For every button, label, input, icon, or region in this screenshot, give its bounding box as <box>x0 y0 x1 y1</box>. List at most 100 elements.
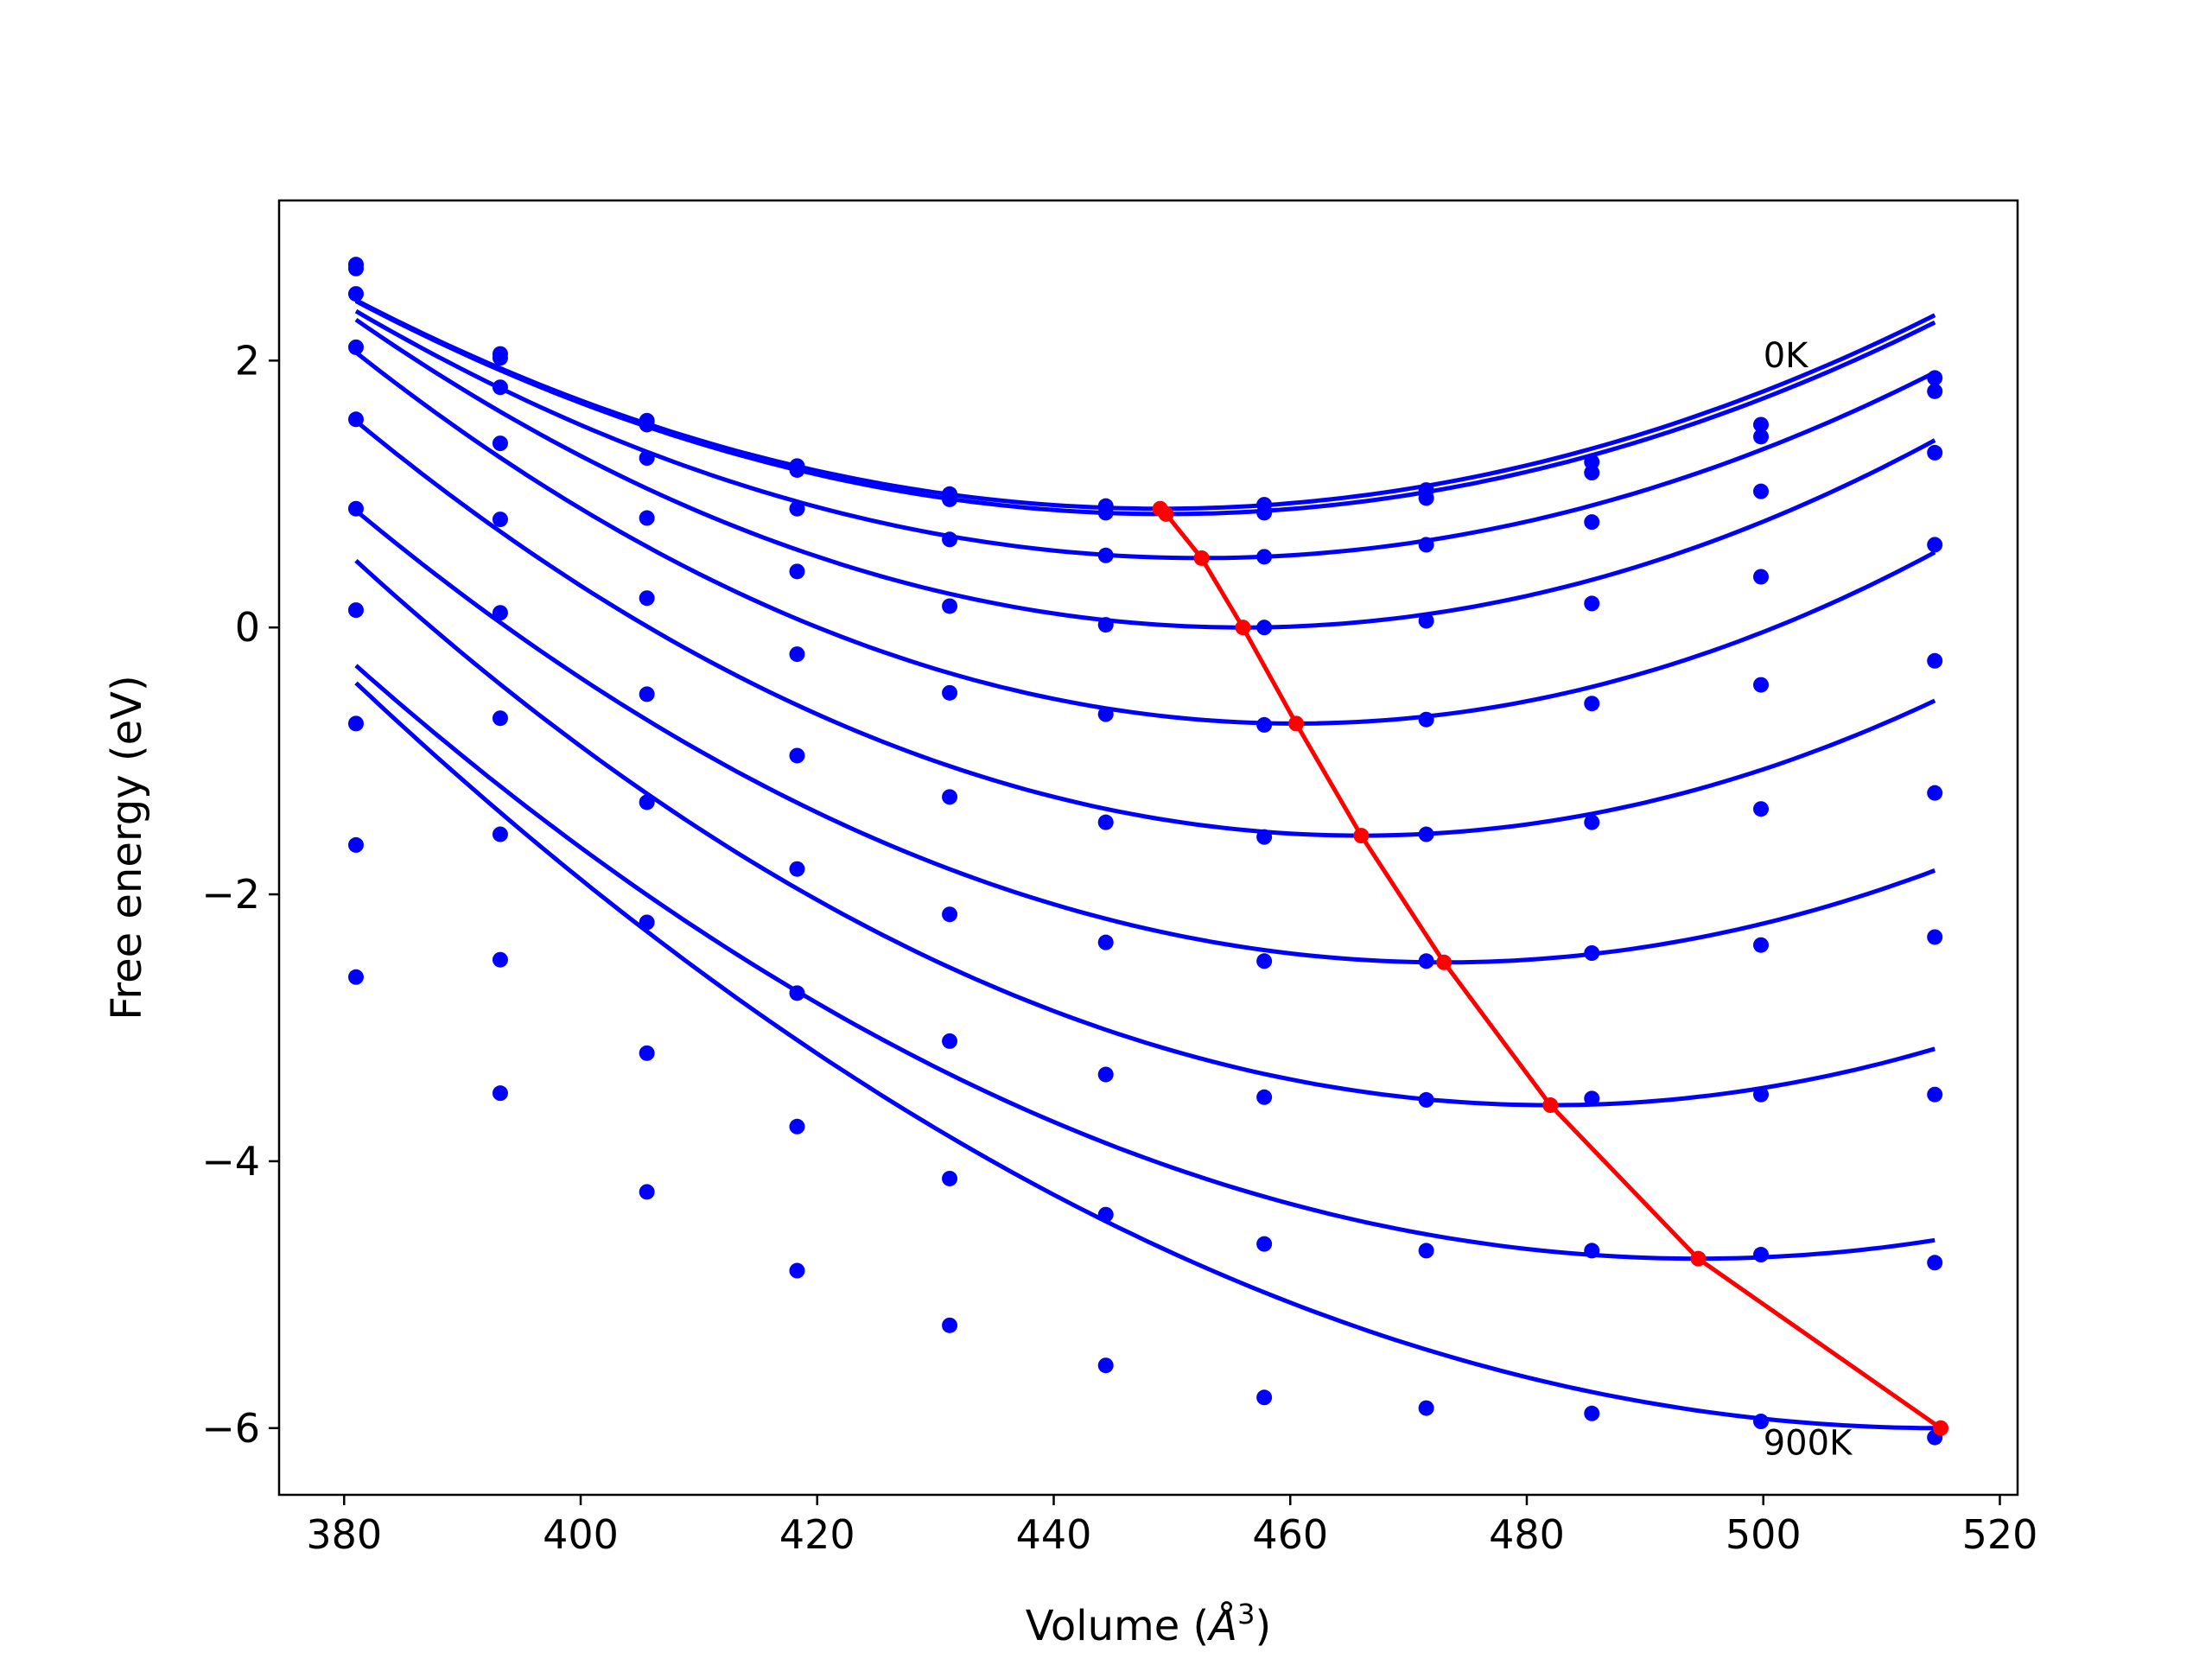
data-point <box>1584 1405 1600 1421</box>
data-point <box>1256 1389 1273 1406</box>
equilibrium-point <box>1933 1420 1949 1436</box>
x-tick-label: 460 <box>1252 1511 1328 1558</box>
y-tick-label: −4 <box>201 1138 260 1185</box>
plot-area <box>347 257 1949 1446</box>
data-point <box>1256 716 1273 733</box>
data-point <box>492 605 508 621</box>
data-point <box>1256 1236 1273 1252</box>
data-point <box>1097 934 1114 950</box>
data-point <box>789 1262 805 1279</box>
data-point <box>639 510 655 526</box>
equilibrium-point <box>1193 550 1210 566</box>
equilibrium-point <box>1288 715 1305 732</box>
data-point <box>1752 569 1769 585</box>
data-point <box>1927 383 1943 399</box>
data-point <box>1097 505 1114 521</box>
data-point <box>1418 1243 1434 1259</box>
equilibrium-point <box>1436 954 1452 970</box>
data-point <box>1256 620 1273 636</box>
data-point <box>1752 677 1769 693</box>
fit-curve-9 <box>354 664 1936 1262</box>
data-point <box>1927 652 1943 669</box>
data-point <box>1584 814 1600 830</box>
data-point <box>639 450 655 467</box>
equilibrium-point <box>1158 505 1174 522</box>
data-point <box>789 461 805 478</box>
data-point <box>1418 1400 1434 1416</box>
data-point <box>1752 416 1769 433</box>
data-point <box>1097 706 1114 722</box>
data-point <box>347 286 364 302</box>
equilibrium-point <box>1542 1097 1559 1114</box>
data-point <box>789 747 805 764</box>
data-point <box>1418 490 1434 506</box>
data-point <box>1418 711 1434 728</box>
data-point <box>942 491 958 507</box>
data-point <box>1752 801 1769 817</box>
data-point <box>1584 1243 1600 1259</box>
data-point <box>492 379 508 396</box>
data-point <box>942 1170 958 1186</box>
data-point <box>1584 595 1600 612</box>
fit-curve-2 <box>354 299 1936 517</box>
y-tick-label: 2 <box>235 337 260 384</box>
fit-curve-5 <box>354 350 1936 726</box>
data-point <box>347 836 364 853</box>
x-tick-label: 420 <box>779 1511 855 1558</box>
data-point <box>1418 537 1434 553</box>
axis-ticks: 380 400 420 440 460 480 500 520 −6 −4 −2 0 2 <box>201 337 2037 1558</box>
data-point <box>1097 1066 1114 1083</box>
equilibrium-point <box>1235 620 1251 636</box>
data-point <box>347 339 364 355</box>
data-point <box>347 260 364 276</box>
fit-curve-1 <box>354 298 1936 512</box>
data-point <box>1752 1414 1769 1430</box>
fit-curve-3 <box>354 308 1936 561</box>
data-point <box>1584 696 1600 712</box>
data-point <box>639 1184 655 1200</box>
data-point <box>1097 1357 1114 1374</box>
data-point <box>942 684 958 701</box>
data-point <box>347 969 364 985</box>
fit-curve-6 <box>354 419 1936 838</box>
data-point <box>639 416 655 433</box>
data-point <box>492 350 508 366</box>
data-point <box>1418 1091 1434 1108</box>
data-point <box>492 512 508 528</box>
fit-curve-4 <box>354 317 1936 630</box>
curve-annotation: 900K <box>1764 1424 1853 1464</box>
data-point <box>1418 953 1434 969</box>
x-axis-label: Volume (Å3) <box>1026 1598 1271 1650</box>
data-point <box>1256 505 1273 521</box>
data-point <box>1752 1086 1769 1103</box>
data-point <box>942 1317 958 1333</box>
data-point <box>1752 483 1769 499</box>
x-tick-label: 380 <box>306 1511 382 1558</box>
equilibrium-point <box>1353 828 1370 844</box>
data-point <box>492 1085 508 1102</box>
data-point <box>492 435 508 452</box>
data-point <box>1418 613 1434 629</box>
x-tick-label: 400 <box>543 1511 619 1558</box>
data-point <box>942 598 958 614</box>
data-point <box>1584 514 1600 531</box>
plot-frame <box>277 199 2019 1497</box>
data-point <box>1256 1089 1273 1105</box>
data-point <box>1584 465 1600 481</box>
y-axis-label: Free energy (eV) <box>103 675 151 1020</box>
y-tick-label: 0 <box>235 604 260 651</box>
data-point <box>1097 547 1114 563</box>
data-point <box>942 1033 958 1049</box>
data-point <box>1927 1086 1943 1103</box>
data-point <box>1752 937 1769 953</box>
data-point <box>492 710 508 727</box>
data-point <box>347 715 364 732</box>
data-point <box>639 590 655 607</box>
data-point <box>1927 444 1943 461</box>
data-point <box>492 951 508 968</box>
data-point <box>1927 785 1943 801</box>
fit-curve-10 <box>354 681 1936 1431</box>
x-tick-label: 480 <box>1489 1511 1565 1558</box>
data-point <box>789 861 805 877</box>
data-point <box>492 826 508 842</box>
